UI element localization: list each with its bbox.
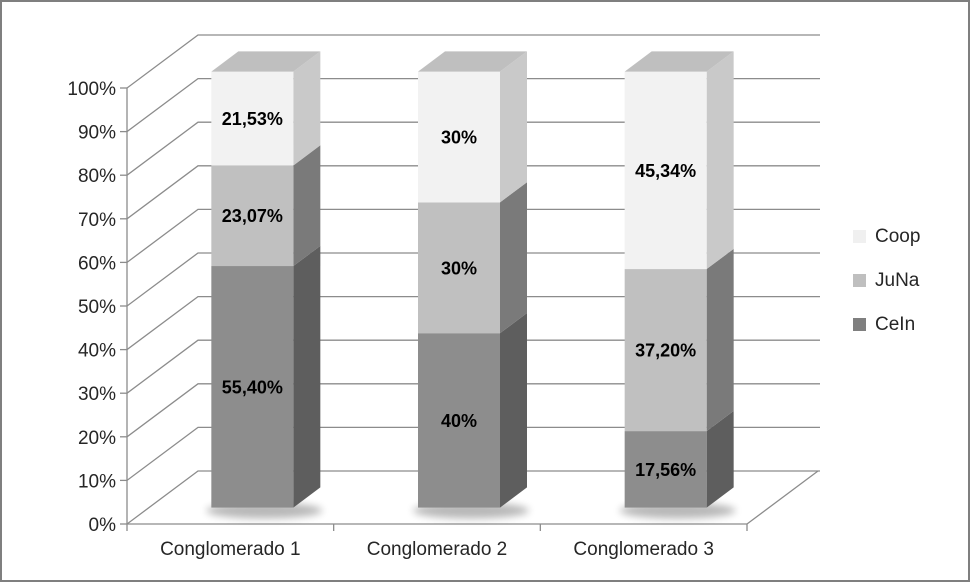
y-axis-tick-label: 90% bbox=[78, 123, 116, 144]
back-wall-gridline bbox=[126, 77, 820, 133]
back-wall-gridline bbox=[126, 470, 820, 525]
legend-swatch-cein bbox=[853, 317, 866, 331]
category-label: Conglomerado 2 bbox=[367, 539, 507, 560]
y-axis-tick-label: 40% bbox=[78, 341, 116, 362]
segment-coop-front bbox=[211, 71, 294, 166]
floor-right-edge bbox=[746, 470, 819, 525]
segment-cein-side bbox=[293, 245, 321, 508]
legend-item-juna: JuNa bbox=[853, 267, 920, 293]
segment-juna-front bbox=[418, 202, 500, 334]
segment-cein-side bbox=[706, 410, 734, 508]
legend-label-coop: Coop bbox=[875, 225, 921, 247]
back-wall-gridline bbox=[126, 208, 820, 263]
back-wall-gridline bbox=[126, 34, 820, 89]
segment-juna-side bbox=[293, 145, 321, 267]
category-label: Conglomerado 1 bbox=[160, 539, 300, 560]
segment-juna-side bbox=[706, 248, 734, 432]
bar-conglomerado-3: 17,56% 37,20% 45,34% bbox=[624, 51, 734, 508]
legend-item-coop: Coop bbox=[853, 223, 920, 249]
bar-top-face bbox=[624, 51, 734, 72]
segment-juna-front bbox=[211, 165, 294, 267]
y-axis-tick-label: 60% bbox=[78, 253, 116, 274]
segment-coop-side bbox=[706, 51, 734, 270]
y-axis-tick-label: 10% bbox=[78, 471, 116, 492]
category-label: Conglomerado 3 bbox=[573, 539, 713, 560]
segment-coop-side bbox=[500, 51, 527, 203]
segment-cein-front bbox=[418, 333, 500, 508]
y-axis-tick-label: 100% bbox=[67, 79, 116, 100]
y-axis-tick-label: 20% bbox=[78, 428, 116, 449]
bar-top-face bbox=[211, 51, 321, 72]
y-axis-tick-label: 80% bbox=[78, 166, 116, 187]
back-wall-gridline bbox=[126, 426, 820, 481]
segment-coop-side bbox=[293, 51, 321, 166]
back-wall-gridline bbox=[126, 295, 820, 351]
legend-swatch-juna bbox=[853, 273, 866, 287]
legend-label-cein: CeIn bbox=[875, 313, 916, 335]
segment-juna-side bbox=[500, 182, 527, 334]
back-wall-gridline bbox=[126, 383, 820, 438]
segment-cein-front bbox=[624, 431, 707, 508]
back-wall-gridline bbox=[126, 252, 820, 307]
data-label-juna: 23,07% bbox=[222, 206, 283, 226]
bar-conglomerado-1: 55,40% 23,07% 21,53% bbox=[211, 51, 321, 508]
back-wall-gridline bbox=[126, 165, 820, 220]
y-axis-tick-label: 70% bbox=[78, 210, 116, 231]
data-label-coop: 30% bbox=[441, 127, 477, 147]
back-wall-gridline bbox=[126, 121, 820, 176]
segment-cein-side bbox=[500, 313, 527, 508]
legend-swatch-coop bbox=[853, 229, 866, 243]
data-label-cein: 40% bbox=[441, 411, 477, 431]
chart-legend: Coop JuNa CeIn bbox=[853, 223, 920, 337]
data-label-cein: 55,40% bbox=[222, 377, 283, 397]
bar-top-face bbox=[418, 51, 527, 72]
data-label-coop: 45,34% bbox=[635, 161, 696, 181]
segment-coop-front bbox=[624, 71, 707, 270]
data-label-cein: 17,56% bbox=[635, 460, 696, 480]
y-axis-tick-label: 0% bbox=[89, 515, 117, 536]
segment-coop-front bbox=[418, 71, 500, 203]
back-wall-gridline bbox=[126, 339, 820, 394]
data-label-juna: 37,20% bbox=[635, 341, 696, 361]
y-axis-tick-label: 50% bbox=[78, 297, 116, 318]
data-label-juna: 30% bbox=[441, 258, 477, 278]
data-label-coop: 21,53% bbox=[222, 109, 283, 129]
legend-label-juna: JuNa bbox=[875, 269, 920, 291]
y-axis-tick-label: 30% bbox=[78, 384, 116, 405]
segment-cein-front bbox=[211, 266, 294, 508]
bar-conglomerado-2: 40% 30% 30% bbox=[418, 51, 527, 508]
segment-juna-front bbox=[624, 269, 707, 432]
legend-item-cein: CeIn bbox=[853, 311, 920, 337]
